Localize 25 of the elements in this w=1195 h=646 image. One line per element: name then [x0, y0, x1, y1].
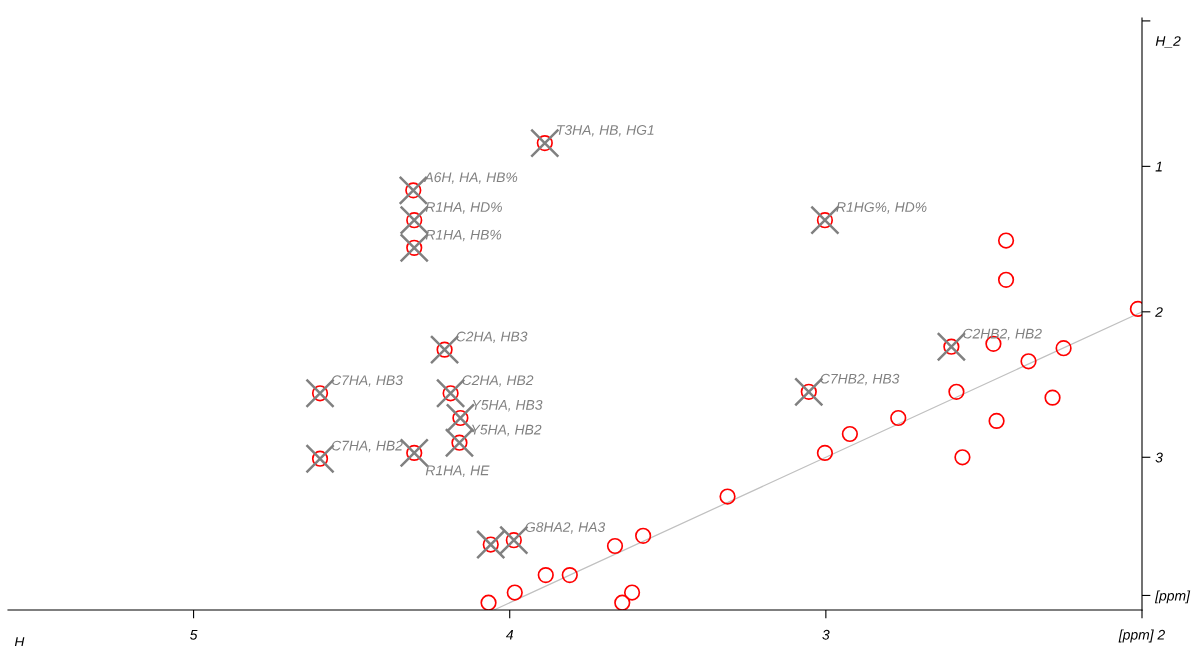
y-tick-label: 3 [1155, 452, 1163, 463]
data-label: C7HB2, HB3 [820, 373, 900, 386]
data-label: C7HA, HB3 [331, 375, 403, 387]
y-tick-label: 2 [1155, 307, 1163, 317]
data-label: T3HA, HB, HG1 [557, 125, 654, 137]
data-label: R1HA, HE [425, 465, 490, 477]
data-label: G8HA2, HA3 [525, 522, 606, 534]
x-tick-label: 3 [822, 629, 830, 640]
data-label: Y5HA, HB3 [472, 399, 543, 412]
data-label: C2HA, HB2 [462, 375, 534, 387]
y-tick-label: [ppm] [1154, 590, 1191, 604]
data-label: Y5HA, HB2 [472, 424, 542, 437]
x-tick-label: 5 [190, 629, 198, 640]
data-label: C2HB2, HB2 [963, 328, 1042, 341]
x-tick-label: [ppm] 2 [1118, 629, 1165, 643]
data-label: C7HA, HB2 [331, 440, 403, 453]
x-tick-label: 4 [505, 629, 514, 640]
data-label: R1HA, HB% [425, 229, 502, 242]
data-label: R1HG%, HD% [836, 202, 927, 214]
x-axis-title: H [14, 637, 25, 646]
data-label: A6H, HA, HB% [423, 172, 518, 184]
data-label: C2HA, HB3 [456, 331, 528, 344]
y-axis-title: H_2 [1155, 36, 1181, 48]
data-label: R1HA, HD% [425, 202, 502, 214]
y-tick-label: 1 [1155, 161, 1162, 172]
